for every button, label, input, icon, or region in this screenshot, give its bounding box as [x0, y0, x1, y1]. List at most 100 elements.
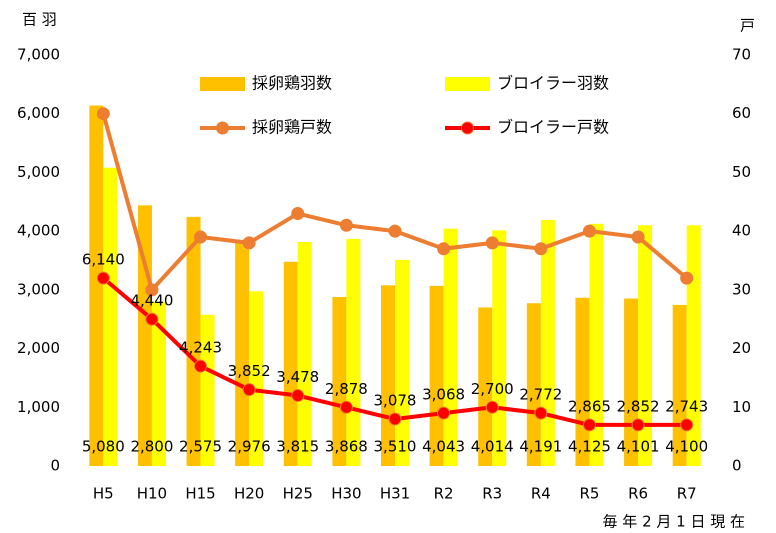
line-marker [96, 107, 110, 121]
line-marker [242, 383, 256, 397]
line-marker [485, 400, 499, 414]
data-label: 3,478 [276, 368, 319, 386]
data-label: 2,772 [519, 386, 562, 404]
bar [395, 259, 409, 466]
data-label: 3,815 [276, 438, 319, 456]
legend-label: ブロイラー戸数 [497, 118, 609, 137]
line-marker [582, 224, 596, 238]
line-marker [339, 218, 353, 232]
data-label: 2,575 [179, 438, 222, 456]
data-label: 3,852 [228, 362, 271, 380]
y-tick-label: 7,000 [17, 46, 60, 64]
bar [89, 105, 104, 466]
line-marker [437, 406, 451, 420]
line-marker [388, 412, 402, 426]
bar [686, 225, 701, 466]
data-label: 4,125 [568, 438, 611, 456]
bar [249, 291, 264, 466]
data-label: 4,014 [471, 438, 514, 456]
x-tick-label: H20 [234, 485, 264, 503]
line-marker [582, 418, 596, 432]
y-tick-label: 1,000 [17, 398, 60, 416]
data-label: 3,510 [374, 438, 417, 456]
y-tick-label: 0 [50, 457, 60, 475]
line-marker [145, 312, 159, 326]
y-tick-label: 6,000 [17, 104, 60, 122]
data-label: 2,743 [665, 397, 708, 415]
line-marker [680, 271, 694, 285]
line-marker [631, 418, 645, 432]
bar [283, 261, 298, 466]
y2-tick-label: 50 [732, 163, 751, 181]
x-tick-label: H25 [283, 485, 313, 503]
legend-swatch [461, 121, 474, 135]
data-label: 3,868 [325, 438, 368, 456]
bar [429, 285, 444, 466]
data-label: 2,700 [471, 380, 514, 398]
line-marker [437, 242, 451, 256]
line-marker [242, 236, 256, 250]
bar [346, 238, 361, 466]
y-tick-label: 3,000 [17, 280, 60, 298]
data-label: 4,101 [617, 438, 660, 456]
x-tick-label: R2 [434, 485, 454, 503]
line-marker [145, 283, 159, 297]
line-marker [534, 242, 548, 256]
x-tick-label: H30 [331, 485, 361, 503]
data-label: 4,100 [665, 438, 708, 456]
bar [443, 228, 458, 466]
legend-swatch [445, 77, 490, 91]
legend-label: ブロイラー羽数 [497, 74, 609, 93]
bar [332, 297, 347, 466]
y2-tick-label: 30 [732, 280, 751, 298]
line-marker [534, 406, 548, 420]
bar [478, 307, 493, 466]
data-label: 2,852 [617, 397, 660, 415]
bar [297, 242, 312, 466]
y2-tick-label: 60 [732, 104, 751, 122]
x-tick-label: R7 [677, 485, 697, 503]
y-tick-label: 2,000 [17, 339, 60, 357]
line-marker [388, 224, 402, 238]
y2-tick-label: 10 [732, 398, 751, 416]
data-label: 3,068 [422, 386, 465, 404]
x-tick-label: R6 [628, 485, 648, 503]
y-tick-label: 4,000 [17, 222, 60, 240]
line-marker [194, 230, 208, 244]
data-label: 2,878 [325, 380, 368, 398]
bar [200, 314, 215, 466]
x-tick-label: R4 [531, 485, 551, 503]
legend-label: 採卵鶏戸数 [252, 118, 332, 137]
data-label: 4,043 [422, 438, 465, 456]
bar [492, 230, 507, 466]
line-marker [680, 418, 694, 432]
legend-swatch [200, 77, 245, 91]
y2-tick-label: 20 [732, 339, 751, 357]
line-marker [291, 389, 305, 403]
line-marker [485, 236, 499, 250]
note: 毎 年 2 月 1 日 現 在 [603, 513, 745, 531]
y-tick-label: 5,000 [17, 163, 60, 181]
line-marker [339, 400, 353, 414]
line-marker [194, 359, 208, 373]
bar [526, 303, 541, 466]
line-marker [631, 230, 645, 244]
data-label: 4,243 [179, 339, 222, 357]
y2-tick-label: 70 [732, 46, 751, 64]
line-marker [96, 271, 110, 285]
data-label: 4,440 [130, 292, 173, 310]
data-label: 3,078 [374, 392, 417, 410]
data-label: 4,191 [519, 438, 562, 456]
x-tick-label: H31 [380, 485, 410, 503]
x-tick-label: H5 [93, 485, 114, 503]
legend-swatch [216, 121, 229, 135]
x-tick-label: R5 [579, 485, 599, 503]
line-marker [291, 207, 305, 221]
bar [103, 167, 118, 466]
y2-tick-label: 0 [732, 457, 742, 475]
data-label: 2,865 [568, 397, 611, 415]
legend-label: 採卵鶏羽数 [252, 74, 332, 93]
data-label: 2,800 [130, 438, 173, 456]
y-axis-label: 百 羽 [22, 11, 57, 29]
y2-axis-label: 戸 [740, 17, 755, 35]
